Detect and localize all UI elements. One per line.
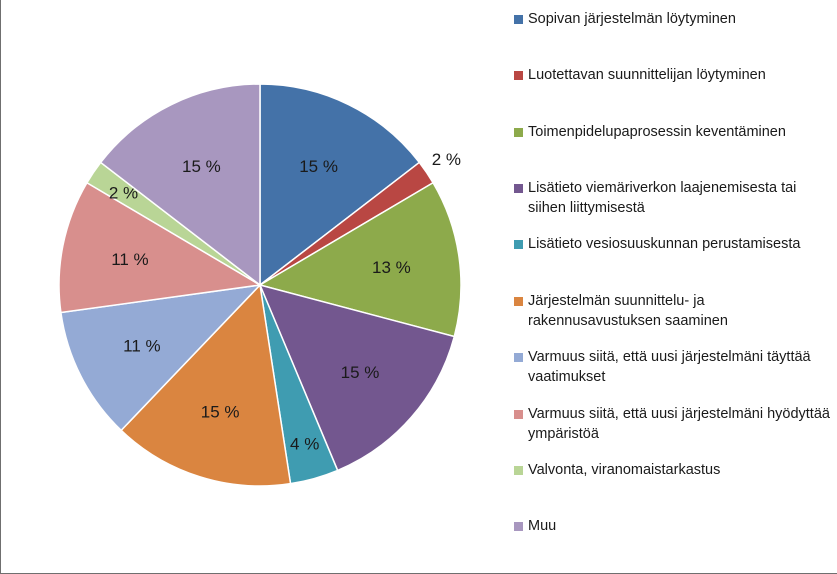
legend-item: Muu xyxy=(514,516,834,536)
pie-chart: 15 % 2 % 13 % 15 % 4 % 15 % 11 % 11 % 2 % 15 % xyxy=(58,83,462,487)
legend-item: Varmuus siitä, että uusi järjestelmäni h… xyxy=(514,404,834,444)
legend-label: Sopivan järjestelmän löytyminen xyxy=(528,11,736,27)
legend-item: Luotettavan suunnittelijan löytyminen xyxy=(514,65,834,85)
legend-item: Järjestelmän suunnittelu- ja rakennusavu… xyxy=(514,291,834,331)
legend-swatch xyxy=(514,15,523,24)
pie-slice xyxy=(60,283,263,432)
legend-label: Toimenpidelupaprosessin keventäminen xyxy=(528,124,786,140)
slice-label: 15 % xyxy=(201,403,240,422)
legend-label: Lisätieto viemäriverkon laajenemisesta t… xyxy=(528,180,797,216)
legend-swatch xyxy=(514,410,523,419)
legend-swatch xyxy=(514,297,523,306)
legend-label: Järjestelmän suunnittelu- ja rakennusavu… xyxy=(528,293,728,329)
legend-label: Muu xyxy=(528,518,557,534)
pie-slice xyxy=(58,181,263,314)
legend-swatch xyxy=(514,184,523,193)
slice-label: 11 % xyxy=(123,336,161,355)
pie-slice xyxy=(259,83,421,287)
slice-label: 11 % xyxy=(111,250,149,269)
legend-swatch xyxy=(514,240,523,249)
legend-swatch xyxy=(514,71,523,80)
legend-label: Varmuus siitä, että uusi järjestelmäni t… xyxy=(528,349,811,385)
pie-slice xyxy=(99,83,261,287)
legend-label: Valvonta, viranomaistarkastus xyxy=(528,462,721,478)
slice-label: 15 % xyxy=(341,363,380,382)
slice-label: 15 % xyxy=(299,157,338,176)
legend-item: Toimenpidelupaprosessin keventäminen xyxy=(514,122,834,142)
legend-item: Valvonta, viranomaistarkastus xyxy=(514,460,834,480)
pie-slice xyxy=(258,283,456,472)
legend-label: Lisätieto vesiosuuskunnan perustamisesta xyxy=(528,236,801,252)
slice-label: 2 % xyxy=(432,150,461,169)
pie-slice xyxy=(120,283,292,487)
slice-label: 4 % xyxy=(290,435,319,454)
legend-label: Luotettavan suunnittelijan löytyminen xyxy=(528,67,766,83)
legend-swatch xyxy=(514,466,523,475)
legend-swatch xyxy=(514,128,523,137)
slice-label: 13 % xyxy=(372,258,411,277)
legend-swatch xyxy=(514,522,523,531)
slice-label: 15 % xyxy=(182,157,221,176)
legend-item: Lisätieto vesiosuuskunnan perustamisesta xyxy=(514,234,834,254)
legend-item: Sopivan järjestelmän löytyminen xyxy=(514,9,834,29)
legend-swatch xyxy=(514,353,523,362)
legend-item: Lisätieto viemäriverkon laajenemisesta t… xyxy=(514,178,834,218)
legend-item: Varmuus siitä, että uusi järjestelmäni t… xyxy=(514,347,834,387)
slice-label: 2 % xyxy=(109,184,138,203)
legend-label: Varmuus siitä, että uusi järjestelmäni h… xyxy=(528,406,830,442)
